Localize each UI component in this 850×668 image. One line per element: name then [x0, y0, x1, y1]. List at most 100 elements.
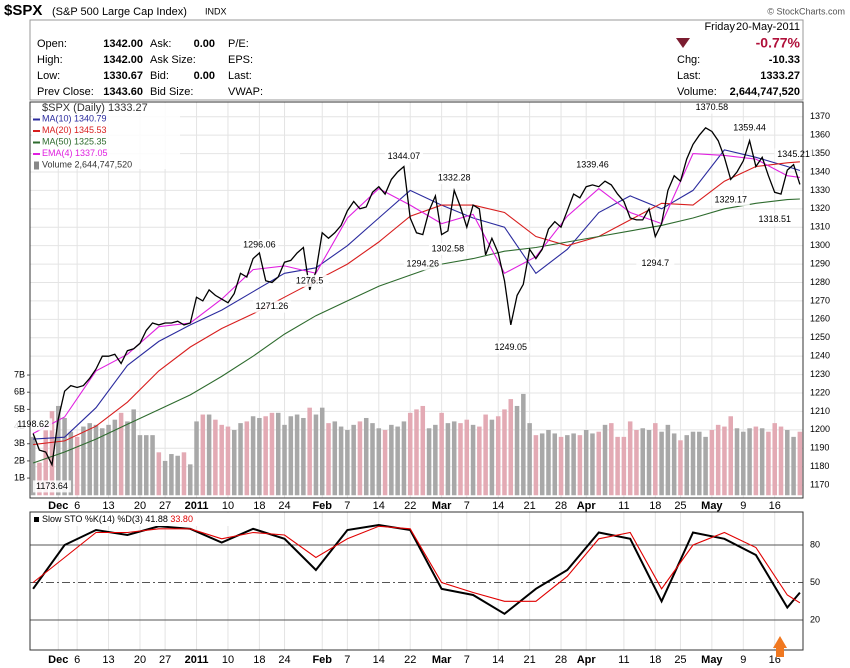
volume-bar	[703, 436, 708, 496]
volume-bar	[577, 435, 583, 496]
y-tick-label: 1180	[810, 461, 829, 471]
index-name: (S&P 500 Large Cap Index)	[52, 6, 187, 18]
volume-bar	[206, 414, 212, 496]
x-tick-label: 21	[523, 500, 535, 512]
y-tick-label: 1340	[810, 166, 830, 176]
volume-bar	[640, 428, 646, 496]
volume-bar	[269, 412, 275, 496]
volume-bar	[565, 435, 570, 496]
volume-bar	[420, 405, 426, 496]
x-tick-label: Mar	[432, 654, 452, 666]
change-pct: -0.77%	[756, 35, 801, 51]
y-tick-label: 1190	[810, 443, 829, 453]
legend-entry: Volume 2,644,747,520	[42, 160, 132, 170]
annotation-box	[711, 193, 750, 206]
x-tick-label: 2011	[185, 654, 209, 666]
volume-bar	[112, 419, 118, 496]
annotation-box	[252, 300, 291, 313]
credit: © StockCharts.com	[767, 6, 845, 16]
volume-bar	[470, 424, 476, 496]
quote-label: Prev Close:	[37, 86, 94, 98]
quote-label: Bid:	[150, 70, 169, 82]
volume-bar	[238, 423, 243, 496]
volume-bar	[489, 419, 495, 496]
y2-tick-label: 7B	[14, 369, 25, 379]
volume-bar	[250, 416, 256, 496]
quote-value: 1330.67	[103, 70, 143, 82]
x-tick-label: Feb	[312, 500, 332, 512]
legend-bg	[32, 103, 180, 169]
legend-value: 2,644,747,520	[75, 160, 133, 170]
annotation-box	[403, 258, 442, 271]
annotation-box	[491, 341, 530, 354]
x-tick-label: Dec	[48, 654, 68, 666]
series-line	[32, 523, 801, 616]
volume-bar	[539, 433, 545, 496]
legend-value: 1325.35	[74, 137, 107, 147]
annotation: 1359.44	[733, 123, 766, 133]
volume-bar	[621, 436, 627, 496]
volume-bar	[445, 423, 451, 496]
y-tick-label: 1170	[810, 479, 829, 489]
volume-bar	[722, 426, 727, 496]
x-tick-label: Feb	[312, 654, 332, 666]
signal-arrow	[773, 636, 787, 648]
volume-bar	[778, 426, 784, 496]
volume-bar	[734, 428, 740, 496]
annotation-box	[290, 274, 329, 287]
down-arrow	[676, 38, 690, 48]
x-tick-label: 22	[404, 654, 416, 666]
quote-label: VWAP:	[228, 86, 263, 98]
annotation-box	[384, 150, 423, 163]
y-tick-label: 1260	[810, 314, 830, 324]
x-tick-label: May	[701, 500, 723, 512]
x-tick-label: 7	[344, 654, 350, 666]
x-tick-label: 2011	[185, 500, 209, 512]
legend-value: 1345.53	[74, 125, 107, 135]
volume-bar	[715, 424, 721, 496]
volume-bar	[351, 424, 356, 496]
x-tick-label: 27	[159, 500, 171, 512]
volume-bar	[307, 407, 312, 496]
volume-bar	[376, 428, 382, 496]
volume-bar	[527, 423, 532, 496]
y-tick-label: 50	[810, 577, 820, 587]
volume-bar	[194, 421, 199, 496]
volume-bar	[521, 393, 526, 496]
x-tick-label: 11	[618, 500, 629, 512]
volume-bar	[118, 412, 124, 496]
plot-border	[29, 101, 804, 499]
x-tick-label: 18	[253, 500, 265, 512]
x-tick-label: 10	[222, 500, 234, 512]
volume-bar	[697, 431, 702, 496]
volume-bar	[144, 435, 149, 496]
quote-label: Bid Size:	[150, 86, 193, 98]
annotation: 1329.17	[714, 194, 747, 204]
legend-swatch	[34, 161, 39, 170]
volume-bar	[407, 412, 413, 496]
y-tick-label: 1220	[810, 387, 830, 397]
x-tick-label: 27	[159, 654, 171, 666]
volume-bar	[627, 421, 633, 496]
day: Friday	[704, 21, 735, 33]
volume-bar	[477, 426, 482, 496]
volume-bar	[609, 423, 614, 496]
legend-name: Volume	[42, 160, 72, 170]
volume-bar	[338, 426, 344, 496]
volume-bar	[175, 455, 180, 496]
quote-value: 1342.00	[103, 38, 143, 50]
annotation-box	[435, 172, 474, 185]
plot-border	[29, 511, 804, 651]
y-tick-label: 1270	[810, 295, 830, 305]
quote-value: 0.00	[194, 70, 215, 82]
volume-bar	[590, 433, 595, 496]
legend-value: 33.80	[170, 514, 193, 524]
annotation: 1332.28	[438, 173, 471, 183]
volume-bar	[571, 433, 576, 496]
volume-bar	[653, 423, 658, 496]
volume-bar	[514, 405, 520, 496]
stat-value: -10.33	[769, 54, 800, 66]
volume-bar	[275, 412, 281, 496]
legend-entry: MA(10) 1340.79	[42, 114, 107, 124]
